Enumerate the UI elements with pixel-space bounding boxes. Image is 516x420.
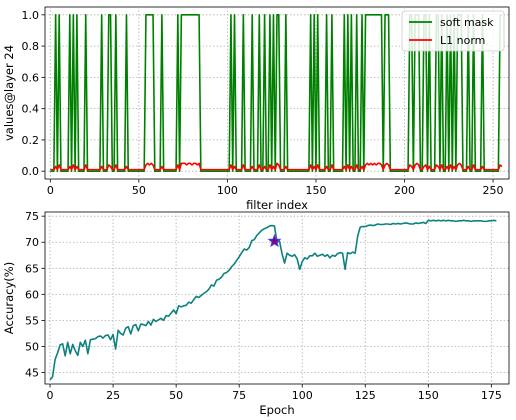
top-x-axis-label: filter index <box>246 198 308 212</box>
x-tick-label: 50 <box>169 389 183 402</box>
series-line-1 <box>50 162 503 171</box>
x-tick-label: 125 <box>355 389 376 402</box>
top-panel: 0 50 100 150 200 250 0.0 0.2 0.4 0.6 0.8 1.0 filte… <box>2 6 510 212</box>
y-tick-label: 75 <box>25 210 39 223</box>
top-y-ticks: 0.0 0.2 0.4 0.6 0.8 1.0 <box>22 9 45 178</box>
y-tick-label: 45 <box>25 367 39 380</box>
x-tick-label: 50 <box>132 184 146 197</box>
y-tick-label: 0.2 <box>22 134 40 147</box>
bottom-x-axis-label: Epoch <box>259 403 294 417</box>
legend: soft mask L1 norm <box>401 10 505 52</box>
top-y-axis-label: values@layer 24 <box>2 45 16 141</box>
x-tick-label: 175 <box>481 389 502 402</box>
legend-label-soft-mask: soft mask <box>440 16 494 29</box>
y-tick-label: 65 <box>25 262 39 275</box>
y-tick-label: 50 <box>25 340 39 353</box>
top-plot-frame <box>44 6 510 180</box>
x-tick-label: 250 <box>483 184 504 197</box>
y-tick-label: 55 <box>25 314 39 327</box>
y-tick-label: 70 <box>25 236 39 249</box>
y-tick-label: 1.0 <box>22 9 40 22</box>
series-line-0 <box>49 219 497 381</box>
bottom-y-axis-label: Accuracy(%) <box>2 262 16 334</box>
legend-box <box>401 10 505 52</box>
bottom-y-ticks: 45 50 55 60 65 70 75 <box>25 210 45 380</box>
bottom-panel: 0 25 50 75 100 125 150 175 45 50 55 60 65 70 75 Epoch… <box>2 210 510 417</box>
top-series-lines <box>50 14 503 172</box>
star-marker <box>267 233 282 248</box>
x-tick-label: 25 <box>106 389 120 402</box>
bottom-x-ticks: 0 25 50 75 100 125 150 175 <box>47 384 502 402</box>
y-tick-label: 0.0 <box>22 165 40 178</box>
x-tick-label: 75 <box>232 389 246 402</box>
y-tick-label: 0.6 <box>22 71 40 84</box>
y-tick-label: 0.8 <box>22 40 40 53</box>
x-tick-label: 0 <box>47 184 54 197</box>
bottom-gridlines <box>45 212 509 384</box>
x-tick-label: 100 <box>292 389 313 402</box>
series-line-0 <box>50 14 502 172</box>
x-tick-label: 150 <box>418 389 439 402</box>
bottom-series-lines <box>49 219 497 381</box>
bottom-plot-frame <box>44 211 510 385</box>
y-tick-label: 60 <box>25 288 39 301</box>
x-tick-label: 150 <box>305 184 326 197</box>
x-tick-label: 0 <box>47 389 54 402</box>
y-tick-label: 0.4 <box>22 103 40 116</box>
top-x-ticks: 0 50 100 150 200 250 <box>47 179 504 197</box>
legend-label-l1-norm: L1 norm <box>440 34 485 47</box>
x-tick-label: 100 <box>217 184 238 197</box>
x-tick-label: 200 <box>394 184 415 197</box>
